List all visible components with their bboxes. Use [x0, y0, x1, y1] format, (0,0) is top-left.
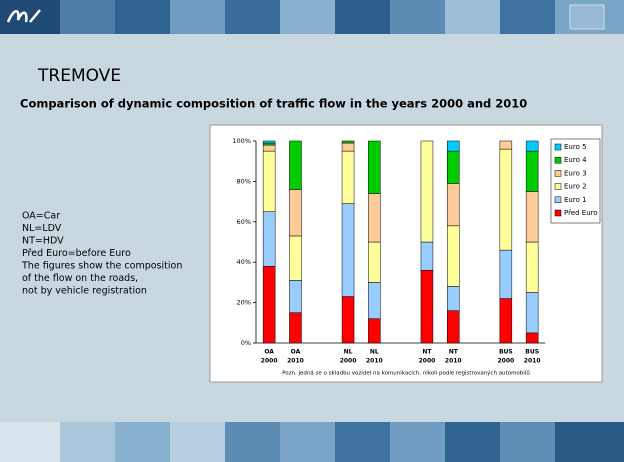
bar-segment: [447, 225, 460, 287]
bar-segment: [447, 150, 460, 184]
bar-segment: [525, 292, 539, 334]
footer-band: [0, 422, 624, 462]
x-tick-label: 2000: [261, 358, 278, 365]
bar-segment: [262, 140, 276, 144]
x-tick-label: NT: [422, 349, 432, 356]
bar-segment: [289, 235, 302, 281]
bar-segment: [420, 140, 434, 243]
legend-swatch: [554, 183, 562, 190]
legend-swatch: [554, 143, 562, 151]
x-tick-label: OA: [291, 349, 301, 356]
bar-segment: [262, 144, 276, 152]
bar-segment: [525, 191, 539, 243]
x-tick-label: 2010: [445, 358, 462, 365]
bar-segment: [289, 189, 302, 237]
y-tick-label: 20%: [237, 299, 251, 307]
legend-swatch: [554, 209, 562, 217]
x-tick-label: 2010: [287, 358, 304, 365]
x-tick-label: BUS: [525, 349, 539, 356]
bar-segment: [499, 249, 513, 299]
legend-label: Euro 2: [564, 183, 587, 191]
x-tick-label: BUS: [499, 349, 513, 356]
x-tick-label: 2000: [419, 358, 436, 365]
y-tick-label: 80%: [237, 177, 251, 185]
legend-swatch: [554, 196, 562, 204]
bar-segment: [341, 140, 355, 144]
bar-segment: [341, 150, 355, 204]
y-tick-label: 0%: [241, 339, 251, 347]
x-tick-label: 2000: [340, 358, 357, 365]
note-line: NT=HDV: [22, 236, 64, 247]
bar-segment: [420, 241, 434, 271]
note-line: The figures show the composition: [21, 261, 182, 272]
legend-label: Euro 4: [564, 156, 587, 164]
x-tick-label: 2010: [366, 358, 383, 365]
bar-segment: [499, 140, 513, 150]
y-tick-label: 100%: [232, 137, 251, 145]
legend-label: Euro 5: [564, 143, 587, 151]
legend-swatch: [554, 170, 562, 177]
y-tick-label: 40%: [237, 258, 251, 266]
bar-segment: [289, 280, 302, 313]
bar-segment: [289, 312, 302, 344]
note-line: of the flow on the roads,: [22, 273, 138, 284]
legend-label: Euro 1: [564, 196, 587, 204]
bar-segment: [499, 148, 513, 251]
bar-segment: [262, 265, 276, 344]
bar-segment: [525, 150, 539, 192]
chart: 0% 20% 40% 60% 80% 100% OA 2000 OA 2010 NL 2000 NL 20…: [232, 137, 601, 377]
legend-label: Euro 3: [564, 169, 587, 177]
chart-note: Pozn. jedná se o skladbu vozidel na komu…: [282, 370, 530, 377]
note-line: not by vehicle registration: [22, 286, 147, 297]
note-line: OA=Car: [22, 211, 60, 222]
legend-box: [550, 138, 601, 224]
bar-segment: [368, 282, 381, 320]
bar-segment: [447, 183, 460, 227]
bar-segment: [499, 298, 513, 344]
x-tick-label: NT: [449, 349, 459, 356]
bar-segment: [262, 150, 276, 212]
bar-segment: [420, 270, 434, 344]
header-band: [0, 0, 624, 34]
bar-segment: [262, 142, 276, 146]
y-tick-label: 60%: [237, 218, 251, 226]
legend-swatch: [554, 156, 562, 164]
x-tick-label: 2000: [497, 358, 514, 365]
bar-segment: [525, 140, 539, 152]
bar-segment: [368, 140, 381, 194]
bar-segment: [341, 142, 355, 152]
x-tick-label: OA: [264, 349, 274, 356]
bar-segment: [368, 318, 381, 344]
bar-segment: [368, 193, 381, 243]
slide-title: TREMOVE: [37, 66, 121, 86]
note-line: NL=LDV: [22, 223, 62, 234]
bar-segment: [341, 203, 355, 297]
bar-segment: [447, 286, 460, 311]
note-line: Před Euro=before Euro: [22, 248, 131, 259]
x-tick-label: NL: [370, 349, 379, 356]
bar-segment: [447, 310, 460, 344]
bar-segment: [289, 140, 302, 190]
legend-label: Před Euro: [564, 209, 598, 217]
bar-segment: [525, 241, 539, 293]
slide-subtitle: Comparison of dynamic composition of tra…: [20, 97, 527, 111]
bar-segment: [525, 332, 539, 344]
bar-segment: [341, 296, 355, 344]
bar-segment: [368, 241, 381, 283]
bar-segment: [447, 140, 460, 152]
x-tick-label: NL: [344, 349, 353, 356]
bar-segment: [262, 211, 276, 267]
x-tick-label: 2010: [524, 358, 541, 365]
